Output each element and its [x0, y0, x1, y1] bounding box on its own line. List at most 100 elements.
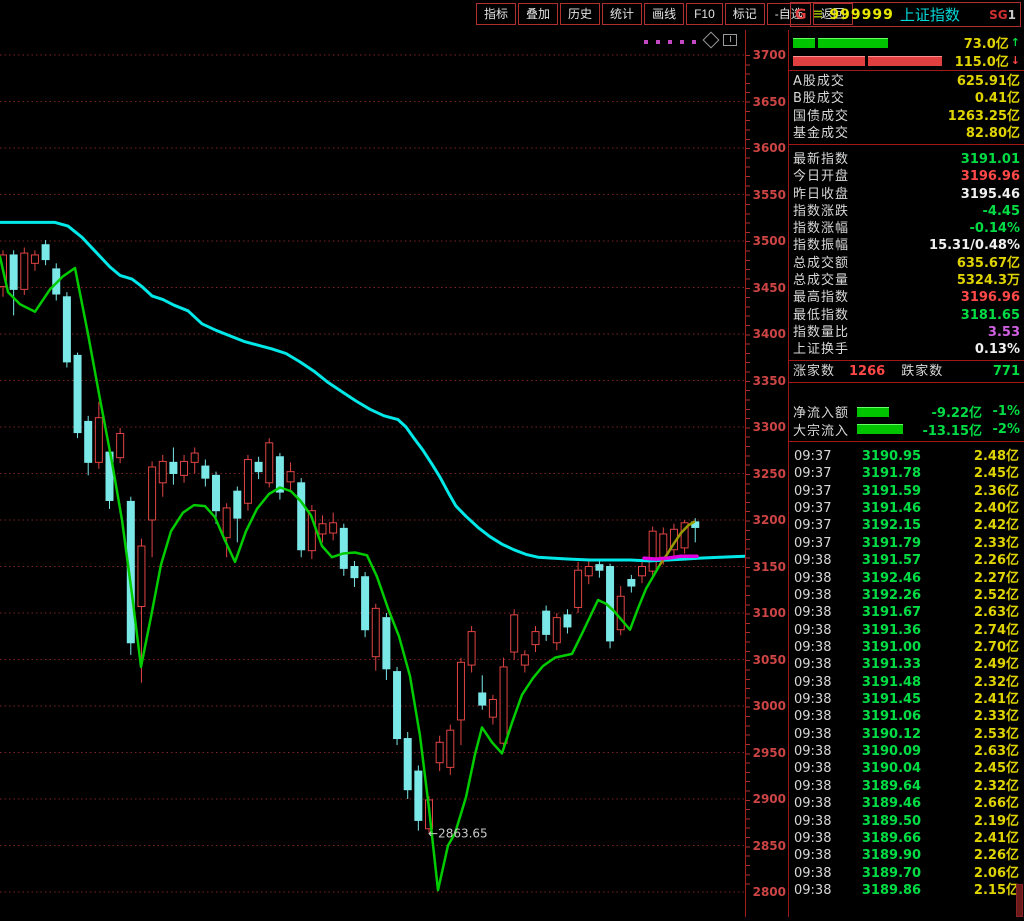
tick-amount: 2.53亿: [973, 726, 1019, 742]
tick-row[interactable]: 09:37 3191.79 2.33亿: [789, 535, 1024, 552]
tick-row[interactable]: 09:38 3190.09 2.63亿: [789, 743, 1024, 760]
menu-item-9[interactable]: 返回: [812, 3, 853, 25]
tick-row[interactable]: 09:38 3189.90 2.26亿: [789, 847, 1024, 864]
tick-row[interactable]: 09:37 3190.95 2.48亿: [789, 448, 1024, 465]
tick-time: 09:38: [794, 570, 832, 586]
tick-row[interactable]: 09:38 3189.66 2.41亿: [789, 830, 1024, 847]
tick-price: 3189.66: [861, 830, 922, 846]
index-row-value: 0.13%: [974, 342, 1020, 358]
tick-price: 3191.59: [861, 483, 922, 499]
session-badge: SG1: [989, 7, 1016, 22]
tick-time: 09:38: [794, 692, 832, 708]
tick-row[interactable]: 09:38 3191.00 2.70亿: [789, 639, 1024, 656]
tick-amount: 2.52亿: [973, 587, 1019, 603]
index-row-value: 3196.96: [960, 290, 1020, 306]
index-row: 总成交量 5324.3万: [789, 272, 1024, 289]
tick-row[interactable]: 09:38 3189.86 2.15亿: [789, 882, 1024, 899]
tick-price: 3191.79: [861, 535, 922, 551]
down-count-label: 跌家数: [901, 364, 944, 379]
turnover-row-label: 基金成交: [793, 125, 850, 141]
tick-list-scrollbar[interactable]: [1016, 884, 1023, 917]
tick-row[interactable]: 09:37 3192.15 2.42亿: [789, 517, 1024, 534]
menu-button-row: 指标 叠加 历史 统计 画线 F10 标记 -自选 返回: [476, 3, 853, 25]
menu-item-4[interactable]: 统计: [602, 3, 643, 25]
y-axis-label: 3600: [752, 141, 786, 155]
tick-amount: 2.48亿: [973, 449, 1019, 464]
tick-amount: 2.41亿: [973, 692, 1019, 708]
index-row: 最高指数 3196.96: [789, 289, 1024, 306]
tick-row[interactable]: 09:38 3192.26 2.52亿: [789, 587, 1024, 604]
candlestick-chart[interactable]: ←2863.65: [0, 30, 747, 917]
tick-time: 09:38: [794, 813, 832, 829]
tick-row[interactable]: 09:38 3190.04 2.45亿: [789, 760, 1024, 777]
tick-row[interactable]: 09:38 3192.46 2.27亿: [789, 570, 1024, 587]
tick-time: 09:38: [794, 726, 832, 742]
divider: [789, 360, 1024, 361]
menu-item-2[interactable]: 叠加: [518, 3, 559, 25]
tick-row[interactable]: 09:38 3191.57 2.26亿: [789, 552, 1024, 569]
tick-row[interactable]: 09:38 3189.70 2.06亿: [789, 865, 1024, 882]
market-data-panel: 73.0亿 ↑ 115.0亿 ↓ A股成交 625.91亿 B股成交 0.41亿 国债成交 12…: [788, 30, 1024, 917]
tick-time: 09:38: [794, 553, 832, 569]
menu-item-8[interactable]: -自选: [766, 3, 811, 25]
menu-item-5[interactable]: 画线: [644, 3, 685, 25]
tick-time: 09:37: [794, 518, 832, 534]
tick-amount: 2.66亿: [973, 796, 1019, 812]
tick-amount: 2.26亿: [973, 848, 1019, 864]
tick-time: 09:37: [794, 449, 832, 464]
tick-row[interactable]: 09:38 3191.33 2.49亿: [789, 656, 1024, 673]
index-row-value: 15.31/0.48%: [929, 238, 1020, 254]
tick-price: 3191.78: [861, 466, 922, 482]
tick-row[interactable]: 09:38 3191.36 2.74亿: [789, 622, 1024, 639]
window-panel-icon[interactable]: [723, 34, 737, 46]
tick-price: 3191.67: [861, 605, 922, 621]
tick-amount: 2.15亿: [973, 882, 1019, 898]
tick-price: 3190.04: [861, 761, 922, 777]
menu-item-1[interactable]: 指标: [476, 3, 517, 25]
tick-time: 09:38: [794, 796, 832, 812]
tick-row[interactable]: 09:37 3191.59 2.36亿: [789, 483, 1024, 500]
tick-amount: 2.63亿: [973, 744, 1019, 760]
y-axis-label: 3050: [752, 652, 786, 667]
money-flow-section: 净流入额 -9.22亿 -1% 大宗流入 -13.15亿 -2%: [789, 383, 1024, 441]
tick-amount: 2.32亿: [973, 778, 1019, 794]
tick-amount: 2.45亿: [973, 466, 1019, 482]
tick-row[interactable]: 09:38 3191.06 2.33亿: [789, 708, 1024, 725]
flow-value: -13.15亿: [922, 423, 982, 439]
index-quote-section: 最新指数 3191.01 今日开盘 3196.96 昨日收盘 3195.46 指数涨跌 -4.…: [789, 145, 1024, 360]
tick-amount: 2.06亿: [973, 865, 1019, 881]
tick-time: 09:38: [794, 865, 832, 881]
tick-row[interactable]: 09:38 3191.48 2.32亿: [789, 674, 1024, 691]
tick-row[interactable]: 09:38 3189.64 2.32亿: [789, 778, 1024, 795]
up-count-label: 涨家数: [793, 364, 836, 379]
tick-row[interactable]: 09:37 3191.78 2.45亿: [789, 465, 1024, 482]
tick-time: 09:38: [794, 622, 832, 638]
turnover-row-value: 1263.25亿: [947, 108, 1020, 124]
index-row-value: -4.45: [982, 203, 1020, 219]
tick-time: 09:38: [794, 674, 832, 690]
menu-item-3[interactable]: 历史: [560, 3, 601, 25]
menu-item-6[interactable]: F10: [686, 3, 723, 25]
up-count: 1266: [849, 364, 886, 379]
tick-row[interactable]: 09:38 3189.46 2.66亿: [789, 795, 1024, 812]
top-menu-bar: 指标 叠加 历史 统计 画线 F10 标记 -自选 返回 G ≡ 999999 上证指数 SG1: [0, 0, 1024, 30]
up-volume-value: 73.0亿: [963, 37, 1009, 52]
tick-row[interactable]: 09:38 3191.67 2.63亿: [789, 604, 1024, 621]
tick-row[interactable]: 09:37 3191.46 2.40亿: [789, 500, 1024, 517]
divider: [789, 70, 1024, 71]
tick-row[interactable]: 09:38 3189.50 2.19亿: [789, 813, 1024, 830]
hamburger-icon[interactable]: ≡: [812, 7, 824, 22]
axis-minor-ticks: [746, 55, 750, 893]
tick-amount: 2.33亿: [973, 709, 1019, 725]
index-row: 指数涨幅 -0.14%: [789, 220, 1024, 237]
index-row-label: 指数量比: [793, 324, 850, 340]
tick-price: 3191.45: [861, 692, 922, 708]
magenta-dot: [656, 40, 660, 44]
tick-row[interactable]: 09:38 3190.12 2.53亿: [789, 726, 1024, 743]
index-row-label: 最新指数: [793, 152, 850, 167]
turnover-section: A股成交 625.91亿 B股成交 0.41亿 国债成交 1263.25亿 基金成交 82.8…: [789, 71, 1024, 144]
tick-trade-list[interactable]: 09:37 3190.95 2.48亿 09:37 3191.78 2.45亿 09:37 3…: [789, 442, 1024, 918]
menu-item-7[interactable]: 标记: [724, 3, 765, 25]
down-count: 771: [992, 364, 1020, 379]
tick-row[interactable]: 09:38 3191.45 2.41亿: [789, 691, 1024, 708]
